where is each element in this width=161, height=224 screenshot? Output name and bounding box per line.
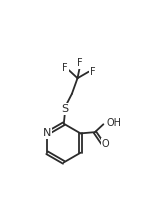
Text: N: N (43, 128, 51, 138)
Text: F: F (90, 67, 95, 77)
Text: F: F (77, 58, 83, 68)
Text: S: S (62, 104, 69, 114)
Text: O: O (101, 139, 109, 149)
Text: OH: OH (106, 118, 121, 127)
Text: F: F (62, 63, 68, 73)
